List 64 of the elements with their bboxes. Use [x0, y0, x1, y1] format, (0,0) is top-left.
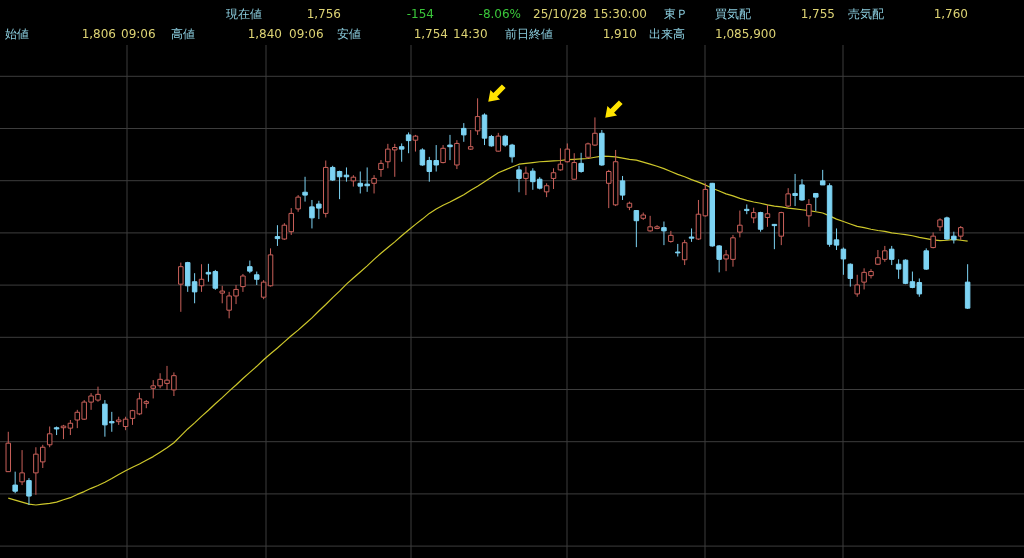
candlestick	[26, 477, 32, 506]
text: 前日終値	[505, 27, 553, 41]
candlestick	[764, 204, 771, 228]
candlestick	[516, 165, 522, 193]
text: 1,756	[306, 7, 341, 21]
candlestick	[398, 142, 405, 163]
candlestick	[557, 147, 564, 172]
candlestick	[474, 97, 481, 136]
candlestick	[833, 227, 840, 251]
candlestick	[405, 131, 412, 154]
candlestick	[523, 166, 529, 196]
candlestick	[888, 245, 895, 266]
candlestick	[467, 129, 474, 151]
text: 高値	[171, 27, 195, 41]
candlestick	[564, 142, 571, 164]
text: 1,760	[933, 7, 968, 21]
text: 1,910	[602, 27, 637, 41]
text: 買気配	[715, 7, 751, 21]
candlestick	[274, 224, 281, 247]
candlestick	[847, 262, 854, 288]
text: 25/10/28	[533, 7, 587, 21]
candlestick	[737, 210, 743, 238]
text: 売気配	[848, 7, 884, 21]
candlestick	[619, 175, 626, 201]
candlestick	[854, 274, 860, 298]
candlestick	[495, 132, 502, 153]
candlestick	[12, 471, 18, 494]
text: 1,806	[81, 27, 116, 41]
candlestick	[302, 176, 308, 203]
candlestick	[633, 209, 640, 248]
text: 1,085,900	[715, 27, 777, 41]
candlestick	[771, 223, 778, 250]
candlestick	[806, 198, 812, 228]
candlestick	[550, 167, 557, 190]
candlestick	[371, 174, 377, 194]
text: 現在値	[226, 7, 262, 21]
text: 14:30	[453, 27, 488, 41]
candlestick	[481, 112, 488, 146]
text: 1,754	[413, 27, 448, 41]
candlestick	[447, 134, 453, 161]
text: 09:06	[121, 27, 156, 41]
candlestick	[681, 239, 688, 266]
text: 15:30:00	[593, 7, 647, 21]
text: 出来高	[649, 27, 685, 41]
candlestick	[571, 152, 577, 181]
candlestick	[19, 449, 25, 486]
candlestick	[461, 122, 467, 143]
text: -154	[406, 7, 434, 21]
candlestick	[778, 211, 785, 246]
candlestick	[661, 221, 667, 246]
text: 東Ｐ	[664, 7, 688, 21]
text: 09:06	[289, 27, 324, 41]
candlestick	[378, 159, 384, 178]
text: 1,755	[800, 7, 835, 21]
candlestick	[578, 152, 584, 174]
text: -8.06%	[478, 7, 521, 21]
candlestick	[454, 139, 460, 170]
candlestick	[923, 247, 929, 271]
text: 始値	[5, 27, 29, 41]
text: 1,840	[247, 27, 282, 41]
candlestick	[840, 247, 847, 276]
candlestick	[46, 426, 53, 448]
candlestick	[178, 262, 184, 313]
text: 安値	[337, 27, 361, 41]
